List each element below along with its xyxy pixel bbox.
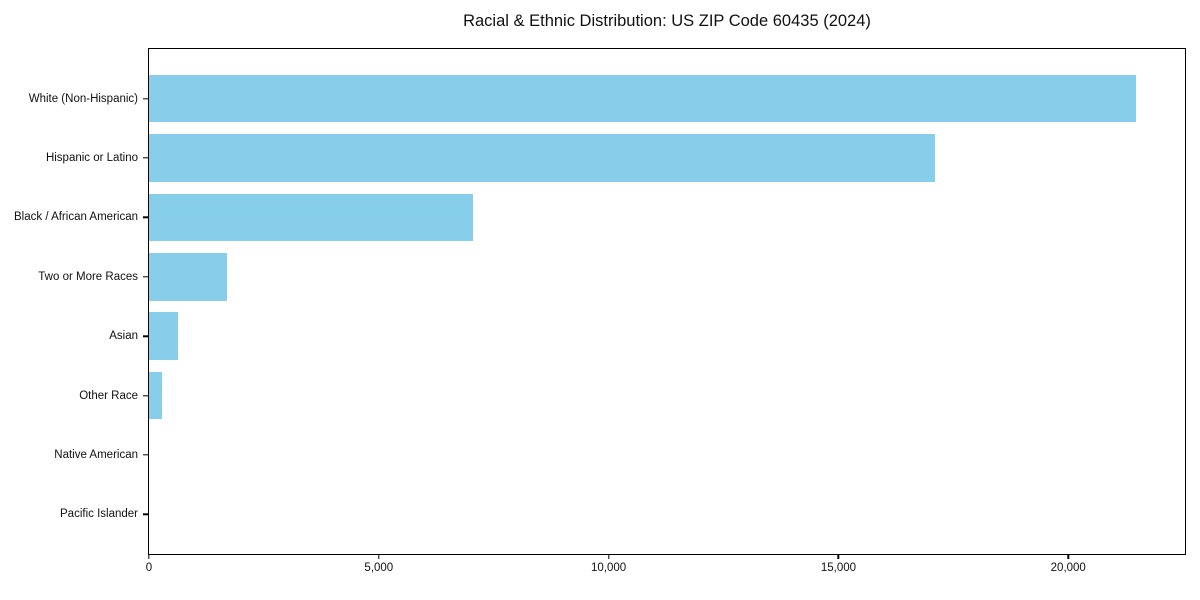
x-tick (378, 554, 380, 559)
y-axis-label: Black / African American (14, 211, 138, 224)
x-tick (1067, 554, 1069, 559)
bar-row: Hispanic or Latino (46, 128, 1185, 187)
x-tick-label: 20,000 (1050, 562, 1086, 574)
bar-row: Asian (109, 307, 1185, 366)
bar (149, 312, 178, 360)
bar-row: Other Race (79, 366, 1185, 425)
x-tick-label: 15,000 (820, 562, 857, 574)
y-tick (143, 394, 149, 397)
y-axis-label: Native American (54, 448, 138, 461)
x-tick-label: 10,000 (591, 562, 627, 574)
y-tick (143, 216, 149, 219)
y-axis-label: Pacific Islander (60, 508, 138, 521)
bar (149, 134, 935, 182)
bar-row: Black / African American (14, 188, 1185, 247)
chart-title: Racial & Ethnic Distribution: US ZIP Cod… (463, 12, 871, 30)
bars-container: White (Non-Hispanic) Hispanic or Latino Bl… (14, 49, 1185, 554)
y-axis-label: Asian (109, 330, 138, 343)
y-tick (143, 335, 149, 337)
y-tick (143, 97, 149, 100)
y-tick (143, 454, 149, 456)
y-tick (143, 157, 149, 159)
bar (149, 193, 473, 242)
y-tick (143, 513, 149, 516)
x-tick (148, 554, 150, 559)
bar-row: Two or More Races (38, 247, 1185, 306)
bar-row: Pacific Islander (60, 485, 1185, 544)
bar (149, 74, 1136, 123)
y-axis-label: Two or More Races (38, 270, 138, 283)
bar-row: Native American (54, 425, 1185, 484)
y-axis-label: White (Non-Hispanic) (28, 92, 138, 105)
y-axis-label: Other Race (79, 389, 138, 402)
x-tick (607, 554, 610, 559)
y-axis-label: Hispanic or Latino (45, 152, 138, 165)
y-tick (143, 276, 149, 278)
bar (149, 371, 162, 420)
bar-row: White (Non-Hispanic) (29, 69, 1185, 128)
x-tick-label: 5,000 (364, 562, 394, 574)
bar (149, 253, 227, 301)
plot-area: White (Non-Hispanic) Hispanic or Latino Bl… (14, 48, 1186, 574)
x-tick (837, 554, 840, 559)
x-tick-label: 0 (145, 562, 153, 574)
